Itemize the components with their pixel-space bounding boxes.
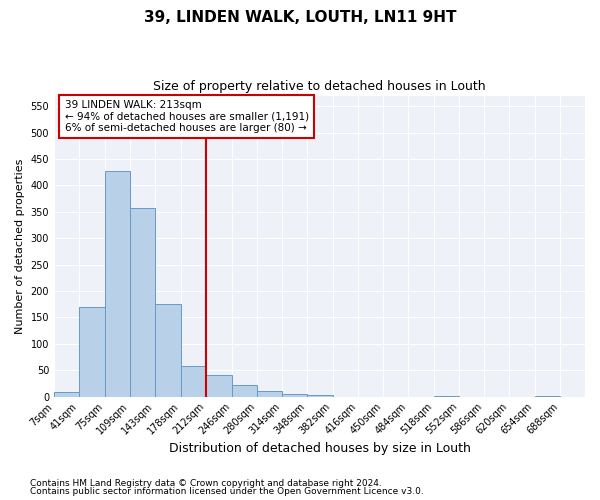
- Y-axis label: Number of detached properties: Number of detached properties: [15, 158, 25, 334]
- Bar: [181, 366, 206, 396]
- Bar: [232, 386, 257, 396]
- Text: 39 LINDEN WALK: 213sqm
← 94% of detached houses are smaller (1,191)
6% of semi-d: 39 LINDEN WALK: 213sqm ← 94% of detached…: [65, 100, 309, 134]
- Bar: [307, 395, 332, 396]
- Bar: [206, 376, 232, 396]
- Bar: [54, 392, 79, 396]
- Bar: [257, 392, 282, 396]
- Title: Size of property relative to detached houses in Louth: Size of property relative to detached ho…: [153, 80, 486, 93]
- Bar: [104, 170, 130, 396]
- Bar: [79, 307, 104, 396]
- Bar: [282, 394, 307, 396]
- Text: 39, LINDEN WALK, LOUTH, LN11 9HT: 39, LINDEN WALK, LOUTH, LN11 9HT: [144, 10, 456, 25]
- Text: Contains HM Land Registry data © Crown copyright and database right 2024.: Contains HM Land Registry data © Crown c…: [30, 478, 382, 488]
- Text: Contains public sector information licensed under the Open Government Licence v3: Contains public sector information licen…: [30, 487, 424, 496]
- Bar: [155, 304, 181, 396]
- X-axis label: Distribution of detached houses by size in Louth: Distribution of detached houses by size …: [169, 442, 470, 455]
- Bar: [130, 208, 155, 396]
